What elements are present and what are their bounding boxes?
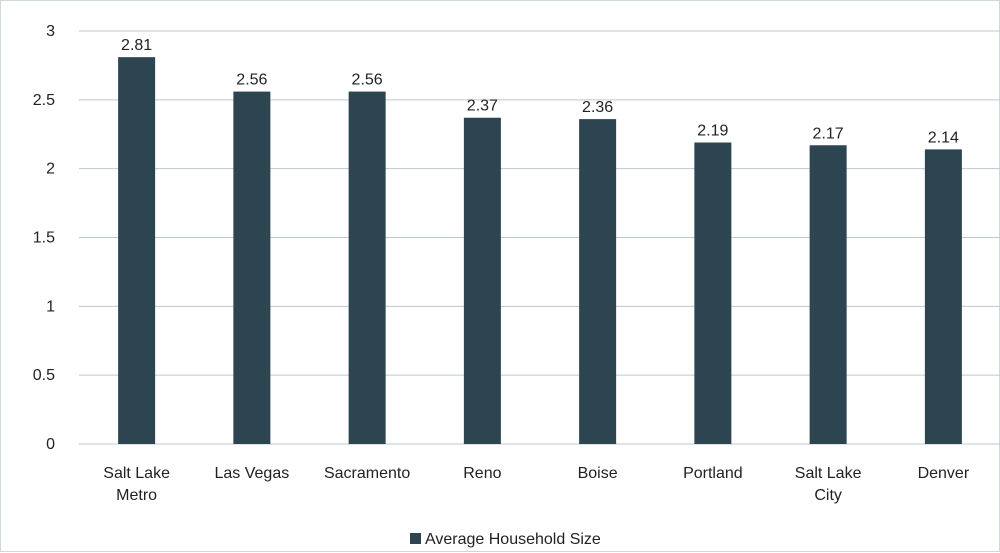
x-axis-category-labels: Salt Lake Metro Las Vegas Sacramento Reno Boi… bbox=[103, 465, 970, 504]
x-tick-label: Salt Lake bbox=[795, 465, 862, 482]
data-label: 2.56 bbox=[236, 72, 267, 89]
y-tick-label: 3 bbox=[46, 23, 55, 40]
x-tick-label: Reno bbox=[463, 465, 501, 482]
bar bbox=[809, 145, 847, 444]
bar bbox=[694, 142, 732, 444]
bar bbox=[463, 117, 501, 444]
data-label: 2.56 bbox=[352, 72, 383, 89]
x-tick-label: City bbox=[814, 487, 842, 504]
data-label: 2.37 bbox=[467, 98, 498, 115]
y-tick-label: 2.5 bbox=[33, 92, 55, 109]
x-tick-label: Portland bbox=[683, 465, 743, 482]
legend-label: Average Household Size bbox=[425, 531, 601, 548]
y-tick-label: 2 bbox=[46, 161, 55, 178]
data-labels: 2.81 2.56 2.56 2.37 2.36 2.19 2.17 2.14 bbox=[121, 37, 959, 146]
bar bbox=[348, 91, 386, 444]
bar bbox=[579, 119, 617, 445]
x-tick-label: Las Vegas bbox=[215, 465, 290, 482]
x-tick-label: Metro bbox=[116, 487, 157, 504]
legend: Average Household Size bbox=[410, 531, 601, 548]
x-tick-label: Boise bbox=[578, 465, 618, 482]
y-axis-tick-labels: 0 0.5 1 1.5 2 2.5 3 bbox=[33, 23, 55, 453]
bar bbox=[924, 149, 962, 445]
bar bbox=[118, 57, 156, 444]
bar bbox=[233, 91, 271, 444]
data-label: 2.81 bbox=[121, 37, 152, 54]
gridlines bbox=[79, 30, 1000, 445]
legend-swatch bbox=[410, 533, 421, 544]
data-label: 2.36 bbox=[582, 99, 613, 116]
x-tick-label: Salt Lake bbox=[103, 465, 170, 482]
data-label: 2.14 bbox=[928, 129, 959, 146]
data-label: 2.17 bbox=[813, 125, 844, 142]
y-tick-label: 0.5 bbox=[33, 367, 55, 384]
x-tick-label: Denver bbox=[918, 465, 970, 482]
y-tick-label: 1.5 bbox=[33, 230, 55, 247]
y-tick-label: 0 bbox=[46, 436, 55, 453]
x-tick-label: Sacramento bbox=[324, 465, 410, 482]
data-label: 2.19 bbox=[697, 123, 728, 140]
y-tick-label: 1 bbox=[46, 298, 55, 315]
bars bbox=[118, 57, 962, 445]
